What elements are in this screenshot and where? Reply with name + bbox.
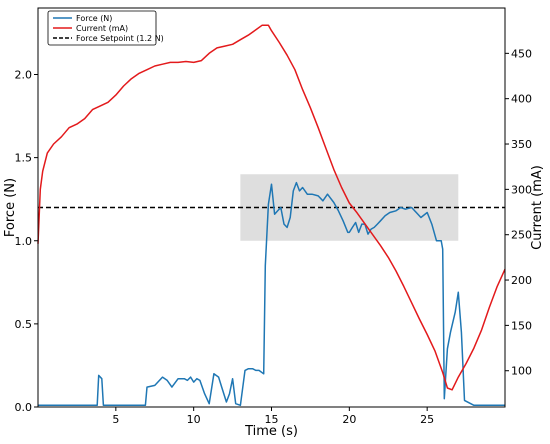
current-series-line [37, 24, 506, 391]
legend: Force (N)Current (mA)Force Setpoint (1.2… [47, 10, 164, 46]
force-series-line [38, 181, 505, 407]
x-tick-label: 15 [265, 413, 279, 426]
y-axis-title: Force (N) [3, 178, 18, 237]
y2-tick-label: 200 [511, 274, 532, 287]
x-tick-label: 5 [112, 413, 119, 426]
y-tick-label: 2.0 [15, 69, 33, 82]
y-tick-label: 0.5 [15, 318, 33, 331]
legend-label: Current (mA) [76, 24, 128, 33]
y2-tick-label: 250 [511, 229, 532, 242]
legend-label: Force Setpoint (1.2 N) [76, 34, 164, 43]
y2-tick-label: 400 [511, 93, 532, 106]
y2-tick-label: 150 [511, 319, 532, 332]
y-tick-label: 1.5 [15, 152, 33, 165]
x-tick-label: 25 [420, 413, 434, 426]
legend-box [47, 10, 157, 46]
legend-label: Force (N) [76, 14, 112, 23]
y-tick-label: 1.0 [15, 235, 33, 248]
x-tick-label: 10 [187, 413, 201, 426]
y-tick-label: 0.0 [15, 401, 33, 414]
highlight-band [240, 174, 459, 241]
x-tick-label: 20 [342, 413, 356, 426]
x-axis-title: Time (s) [244, 424, 298, 439]
y2-tick-label: 450 [511, 47, 532, 60]
y2-tick-label: 300 [511, 183, 532, 196]
y2-axis-title: Current (mA) [530, 165, 545, 250]
y2-tick-label: 100 [511, 365, 532, 378]
y2-tick-label: 350 [511, 138, 532, 151]
